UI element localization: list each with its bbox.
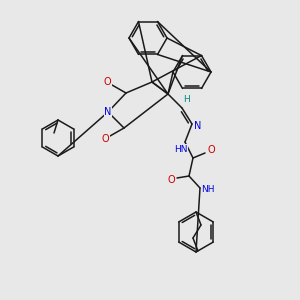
Text: O: O: [101, 134, 109, 144]
Text: H: H: [183, 95, 189, 104]
Text: HN: HN: [174, 145, 188, 154]
Text: O: O: [103, 77, 111, 87]
Text: N: N: [104, 107, 112, 117]
Text: O: O: [167, 175, 175, 185]
Text: N: N: [194, 121, 202, 131]
Text: O: O: [207, 145, 215, 155]
Text: NH: NH: [201, 185, 215, 194]
